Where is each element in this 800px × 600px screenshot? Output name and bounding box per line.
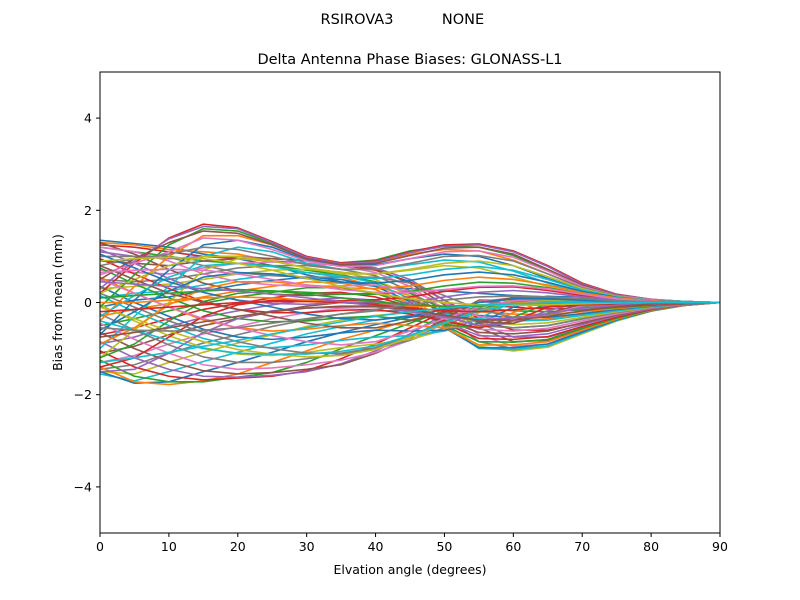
x-tick-label: 90 xyxy=(712,539,728,554)
y-tick-label: −2 xyxy=(74,387,92,402)
series-line-61 xyxy=(99,253,720,321)
series-line-23 xyxy=(99,301,721,383)
x-tick-label: 0 xyxy=(96,539,104,554)
x-tick-label: 80 xyxy=(643,539,659,554)
series-line-67 xyxy=(99,268,721,304)
x-tick-label: 30 xyxy=(299,539,315,554)
x-tick-label: 20 xyxy=(230,539,246,554)
y-tick-label: −4 xyxy=(74,479,92,494)
y-axis: −4 −2 0 2 4 xyxy=(74,111,100,494)
chart-title: Delta Antenna Phase Biases: GLONASS-L1 xyxy=(257,52,562,68)
x-tick-label: 70 xyxy=(574,539,590,554)
series-line-68 xyxy=(99,295,721,332)
series-layer xyxy=(99,223,721,386)
series-line-70 xyxy=(99,301,720,364)
axes-frame xyxy=(99,71,721,534)
x-tick-label: 50 xyxy=(436,539,452,554)
x-tick-label: 40 xyxy=(368,539,384,554)
series-line-20 xyxy=(99,301,721,382)
x-axis: 0 10 20 30 40 50 60 70 80 90 xyxy=(96,533,728,554)
suptitle-station: RSIROVA3 xyxy=(321,12,394,28)
y-tick-label: 0 xyxy=(84,295,92,310)
y-axis-label: Bias from mean (mm) xyxy=(50,234,65,371)
series-line-18 xyxy=(99,301,721,371)
x-tick-label: 10 xyxy=(161,539,177,554)
x-axis-label: Elvation angle (degrees) xyxy=(333,562,486,577)
suptitle-radome: NONE xyxy=(442,12,484,28)
y-tick-label: 4 xyxy=(84,111,92,126)
x-tick-label: 60 xyxy=(505,539,521,554)
y-tick-label: 2 xyxy=(84,203,92,218)
series-line-19 xyxy=(99,301,721,375)
series-line-66 xyxy=(99,301,721,338)
series-line-26 xyxy=(99,299,721,375)
series-line-21 xyxy=(99,301,721,384)
series-line-12 xyxy=(99,280,721,346)
